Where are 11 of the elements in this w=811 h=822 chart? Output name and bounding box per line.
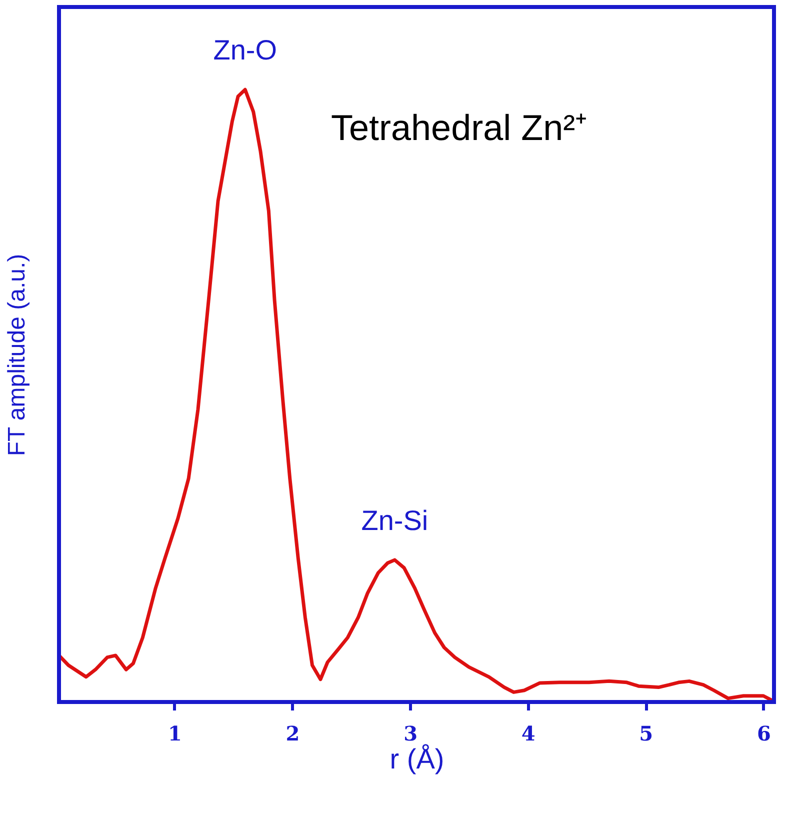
x-tick-label: 2 [286,722,300,746]
annotation: Zn-Si [361,504,428,536]
x-axis-title: r (Å) [390,744,444,774]
x-tick-label: 6 [756,722,771,746]
y-axis-title: FT amplitude (a.u.) [4,254,30,456]
x-tick-label: 4 [521,722,536,746]
x-tick-label: 3 [404,722,418,746]
x-tick-label: 5 [639,722,654,746]
annotation: Zn-O [213,34,278,66]
annotation: Tetrahedral Zn²⁺ [331,107,588,148]
x-tick-label: 1 [168,722,182,746]
